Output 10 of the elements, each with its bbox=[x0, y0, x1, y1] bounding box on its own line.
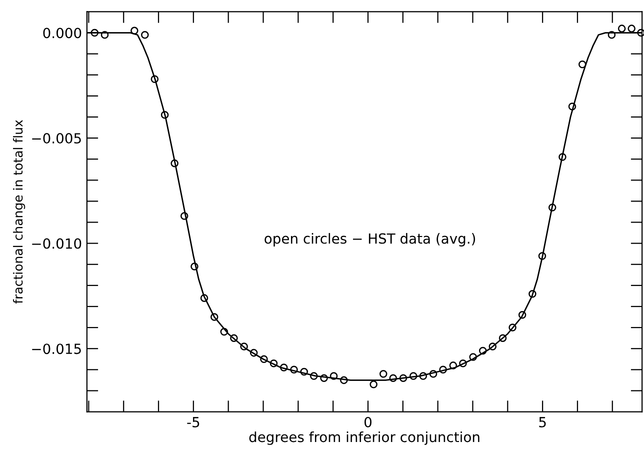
x-axis-title: degrees from inferior conjunction bbox=[249, 431, 480, 445]
y-tick-label: 0.000 bbox=[43, 28, 82, 38]
y-axis-title: fractional change in total flux bbox=[13, 120, 26, 304]
x-tick-label: 0 bbox=[364, 416, 372, 428]
y-tick-label: −0.010 bbox=[32, 238, 82, 249]
x-tick-label: 5 bbox=[539, 417, 546, 428]
annotation: open circles − HST data (avg.) bbox=[264, 233, 476, 246]
y-tick-label: −0.005 bbox=[32, 133, 81, 144]
y-tick-label: −0.015 bbox=[32, 344, 81, 354]
x-tick-label: -5 bbox=[187, 417, 200, 428]
